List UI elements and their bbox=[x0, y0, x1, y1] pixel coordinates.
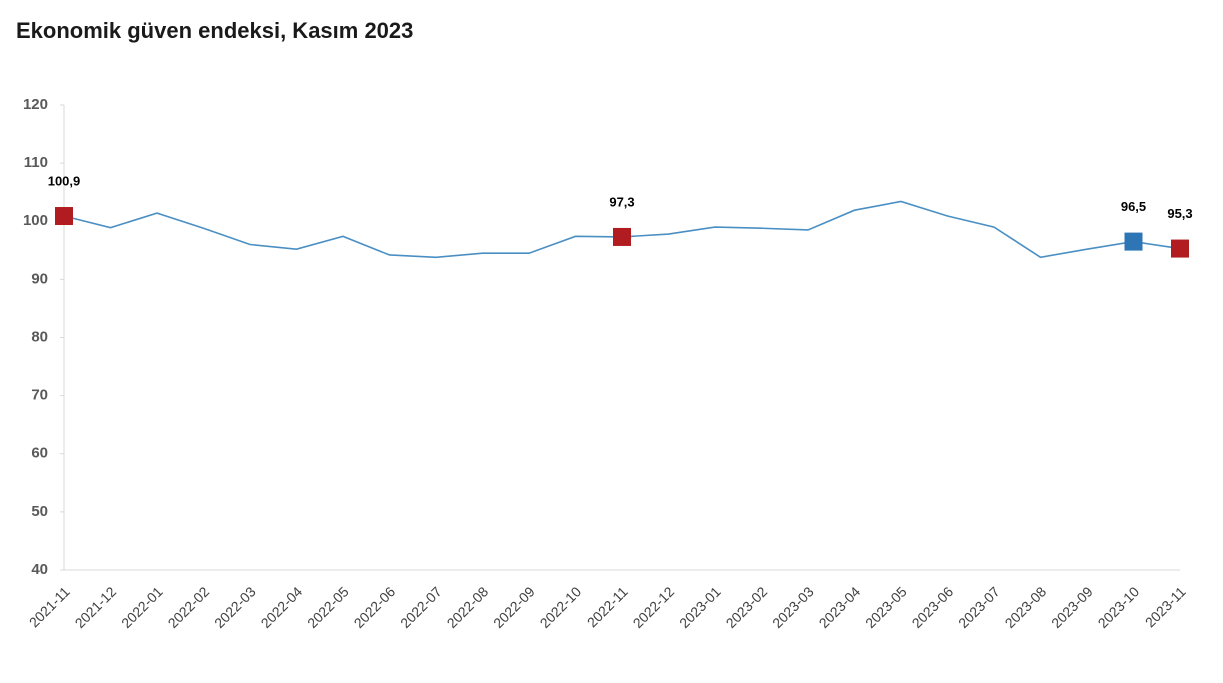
data-label: 100,9 bbox=[48, 173, 81, 188]
y-tick-label: 80 bbox=[31, 328, 48, 345]
x-tick-label: 2022-03 bbox=[211, 583, 259, 631]
x-tick-label: 2023-02 bbox=[723, 583, 771, 631]
x-tick-label: 2023-11 bbox=[1142, 583, 1189, 630]
marker bbox=[1171, 239, 1189, 258]
x-tick-label: 2023-06 bbox=[909, 583, 957, 631]
x-tick-label: 2022-04 bbox=[258, 583, 306, 631]
x-tick-label: 2021-11 bbox=[26, 583, 73, 630]
x-tick-label: 2023-08 bbox=[1002, 583, 1050, 631]
x-tick-label: 2022-12 bbox=[630, 583, 678, 631]
y-tick-label: 90 bbox=[31, 270, 48, 287]
y-tick-label: 100 bbox=[23, 212, 48, 229]
x-tick-label: 2022-05 bbox=[304, 583, 352, 631]
x-tick-label: 2022-09 bbox=[490, 583, 538, 631]
x-tick-label: 2022-11 bbox=[584, 583, 631, 630]
x-tick-label: 2021-12 bbox=[72, 583, 120, 631]
x-tick-label: 2022-10 bbox=[537, 583, 585, 631]
x-tick-label: 2023-09 bbox=[1048, 583, 1096, 631]
data-label: 95,3 bbox=[1167, 206, 1192, 221]
chart-title: Ekonomik güven endeksi, Kasım 2023 bbox=[16, 18, 413, 43]
x-tick-label: 2022-07 bbox=[397, 583, 445, 631]
x-tick-label: 2023-01 bbox=[676, 583, 724, 631]
y-tick-label: 40 bbox=[31, 561, 48, 578]
data-label: 97,3 bbox=[609, 194, 634, 209]
x-tick-label: 2022-02 bbox=[165, 583, 213, 631]
data-label: 96,5 bbox=[1121, 199, 1146, 214]
marker bbox=[55, 207, 73, 226]
y-tick-label: 60 bbox=[31, 445, 48, 462]
y-tick-label: 50 bbox=[31, 503, 48, 520]
x-tick-label: 2023-03 bbox=[769, 583, 817, 631]
x-tick-label: 2023-07 bbox=[955, 583, 1003, 631]
x-tick-label: 2022-01 bbox=[118, 583, 166, 631]
y-tick-label: 70 bbox=[31, 387, 48, 404]
x-tick-label: 2023-10 bbox=[1095, 583, 1143, 631]
y-tick-label: 120 bbox=[23, 96, 48, 113]
y-tick-label: 110 bbox=[24, 154, 48, 171]
marker bbox=[1124, 232, 1143, 251]
x-tick-label: 2023-04 bbox=[816, 583, 864, 631]
x-tick-label: 2022-08 bbox=[444, 583, 492, 631]
x-tick-label: 2022-06 bbox=[351, 583, 399, 631]
x-tick-label: 2023-05 bbox=[862, 583, 910, 631]
marker bbox=[613, 227, 631, 246]
